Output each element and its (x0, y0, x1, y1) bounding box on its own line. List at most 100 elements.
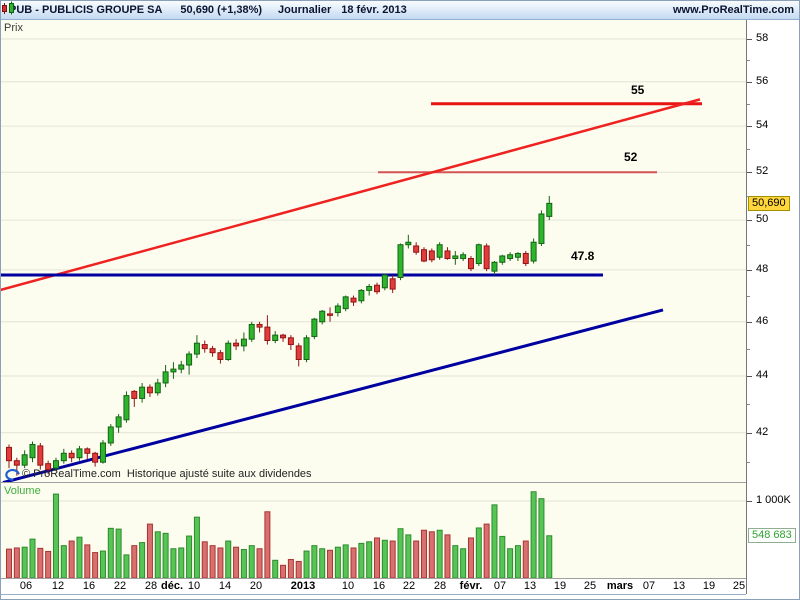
volume-bar[interactable] (475, 527, 482, 578)
volume-bar[interactable] (303, 550, 310, 578)
candlestick[interactable] (334, 303, 341, 317)
volume-bar[interactable] (467, 537, 474, 578)
price-chart-canvas[interactable] (1, 20, 746, 482)
volume-bar[interactable] (45, 550, 52, 578)
candlestick[interactable] (139, 382, 146, 403)
volume-bar[interactable] (413, 540, 420, 578)
volume-bar[interactable] (436, 529, 443, 578)
ascending-resistance-trendline[interactable] (1, 98, 701, 292)
candlestick[interactable] (303, 335, 310, 363)
volume-chart-canvas[interactable] (1, 483, 746, 578)
volume-bar[interactable] (538, 498, 545, 578)
ascending-support-trendline[interactable] (2, 308, 664, 482)
volume-bar[interactable] (381, 539, 388, 578)
volume-bar[interactable] (52, 493, 59, 578)
candlestick[interactable] (413, 242, 420, 255)
volume-bar[interactable] (233, 546, 240, 578)
candlestick[interactable] (389, 274, 396, 293)
volume-bar[interactable] (483, 523, 490, 578)
candlestick[interactable] (123, 391, 130, 423)
candlestick[interactable] (444, 247, 451, 260)
candlestick[interactable] (381, 273, 388, 291)
candlestick[interactable] (452, 250, 459, 265)
candlestick[interactable] (186, 351, 193, 375)
candlestick[interactable] (397, 243, 404, 281)
candlestick[interactable] (13, 457, 20, 476)
volume-bar[interactable] (76, 536, 83, 578)
candlestick[interactable] (225, 340, 232, 361)
candlestick[interactable] (350, 295, 357, 306)
volume-bar[interactable] (420, 529, 427, 578)
volume-bar[interactable] (311, 545, 318, 578)
volume-bar[interactable] (452, 545, 459, 578)
volume-bar[interactable] (225, 540, 232, 578)
volume-bar[interactable] (280, 564, 287, 578)
volume-bar[interactable] (92, 552, 99, 578)
candlestick[interactable] (311, 317, 318, 340)
candlestick[interactable] (99, 440, 106, 464)
candlestick[interactable] (507, 252, 514, 262)
candlestick[interactable] (538, 210, 545, 246)
volume-bar[interactable] (123, 554, 130, 578)
volume-bar[interactable] (170, 548, 177, 578)
candlestick[interactable] (154, 378, 161, 396)
volume-bar[interactable] (146, 523, 153, 578)
volume-bar[interactable] (178, 547, 185, 578)
candlestick[interactable] (272, 331, 279, 344)
volume-bar[interactable] (334, 546, 341, 578)
volume-bar[interactable] (522, 540, 529, 578)
volume-bar[interactable] (428, 531, 435, 578)
volume-bar[interactable] (29, 538, 36, 578)
candlestick[interactable] (342, 295, 349, 312)
price-axis[interactable]: 50,690 548 683 58 56 54 52 50 48 46 44 42 1 000K (746, 20, 799, 594)
volume-bar[interactable] (366, 541, 373, 578)
candlestick[interactable] (483, 243, 490, 272)
volume-bar[interactable] (68, 540, 75, 578)
candlestick[interactable] (107, 424, 114, 446)
volume-bar[interactable] (295, 560, 302, 578)
volume-bar[interactable] (131, 545, 138, 578)
candlestick[interactable] (256, 321, 263, 333)
volume-pane[interactable]: Volume (1, 483, 746, 579)
volume-bar[interactable] (99, 550, 106, 578)
volume-bar[interactable] (342, 544, 349, 578)
volume-bar[interactable] (37, 547, 44, 578)
candlestick[interactable] (358, 289, 365, 304)
candlestick[interactable] (475, 243, 482, 267)
volume-bar[interactable] (240, 549, 247, 578)
volume-bar[interactable] (193, 516, 200, 578)
volume-bar[interactable] (374, 537, 381, 578)
candlestick[interactable] (37, 442, 44, 470)
volume-bar[interactable] (444, 534, 451, 578)
candlestick[interactable] (295, 343, 302, 367)
candlestick[interactable] (45, 460, 52, 475)
candlestick[interactable] (319, 309, 326, 325)
volume-bar[interactable] (405, 534, 412, 578)
volume-bar[interactable] (514, 545, 521, 578)
candlestick[interactable] (131, 389, 138, 407)
candlestick[interactable] (170, 362, 177, 379)
candlestick[interactable] (514, 252, 521, 262)
price-pane[interactable]: Prix 55 52 47.8 © ProRealTime.com Histor… (1, 20, 746, 483)
volume-bar[interactable] (13, 547, 20, 578)
candlestick[interactable] (233, 339, 240, 350)
volume-bar[interactable] (389, 540, 396, 578)
volume-bar[interactable] (319, 548, 326, 578)
candlestick[interactable] (327, 307, 334, 322)
candlestick[interactable] (428, 248, 435, 263)
candlestick[interactable] (530, 238, 537, 264)
volume-bar[interactable] (186, 535, 193, 578)
volume-bar[interactable] (154, 531, 161, 578)
candlestick[interactable] (405, 234, 412, 249)
candlestick[interactable] (201, 340, 208, 353)
candlestick[interactable] (264, 315, 271, 345)
candlestick[interactable] (193, 335, 200, 359)
volume-bar[interactable] (209, 545, 216, 578)
volume-bar[interactable] (84, 544, 91, 578)
candlestick[interactable] (92, 451, 99, 467)
volume-bar[interactable] (201, 541, 208, 578)
candlestick[interactable] (76, 445, 83, 461)
volume-bar[interactable] (115, 528, 122, 578)
volume-bar[interactable] (327, 549, 334, 578)
volume-bar[interactable] (217, 547, 224, 578)
